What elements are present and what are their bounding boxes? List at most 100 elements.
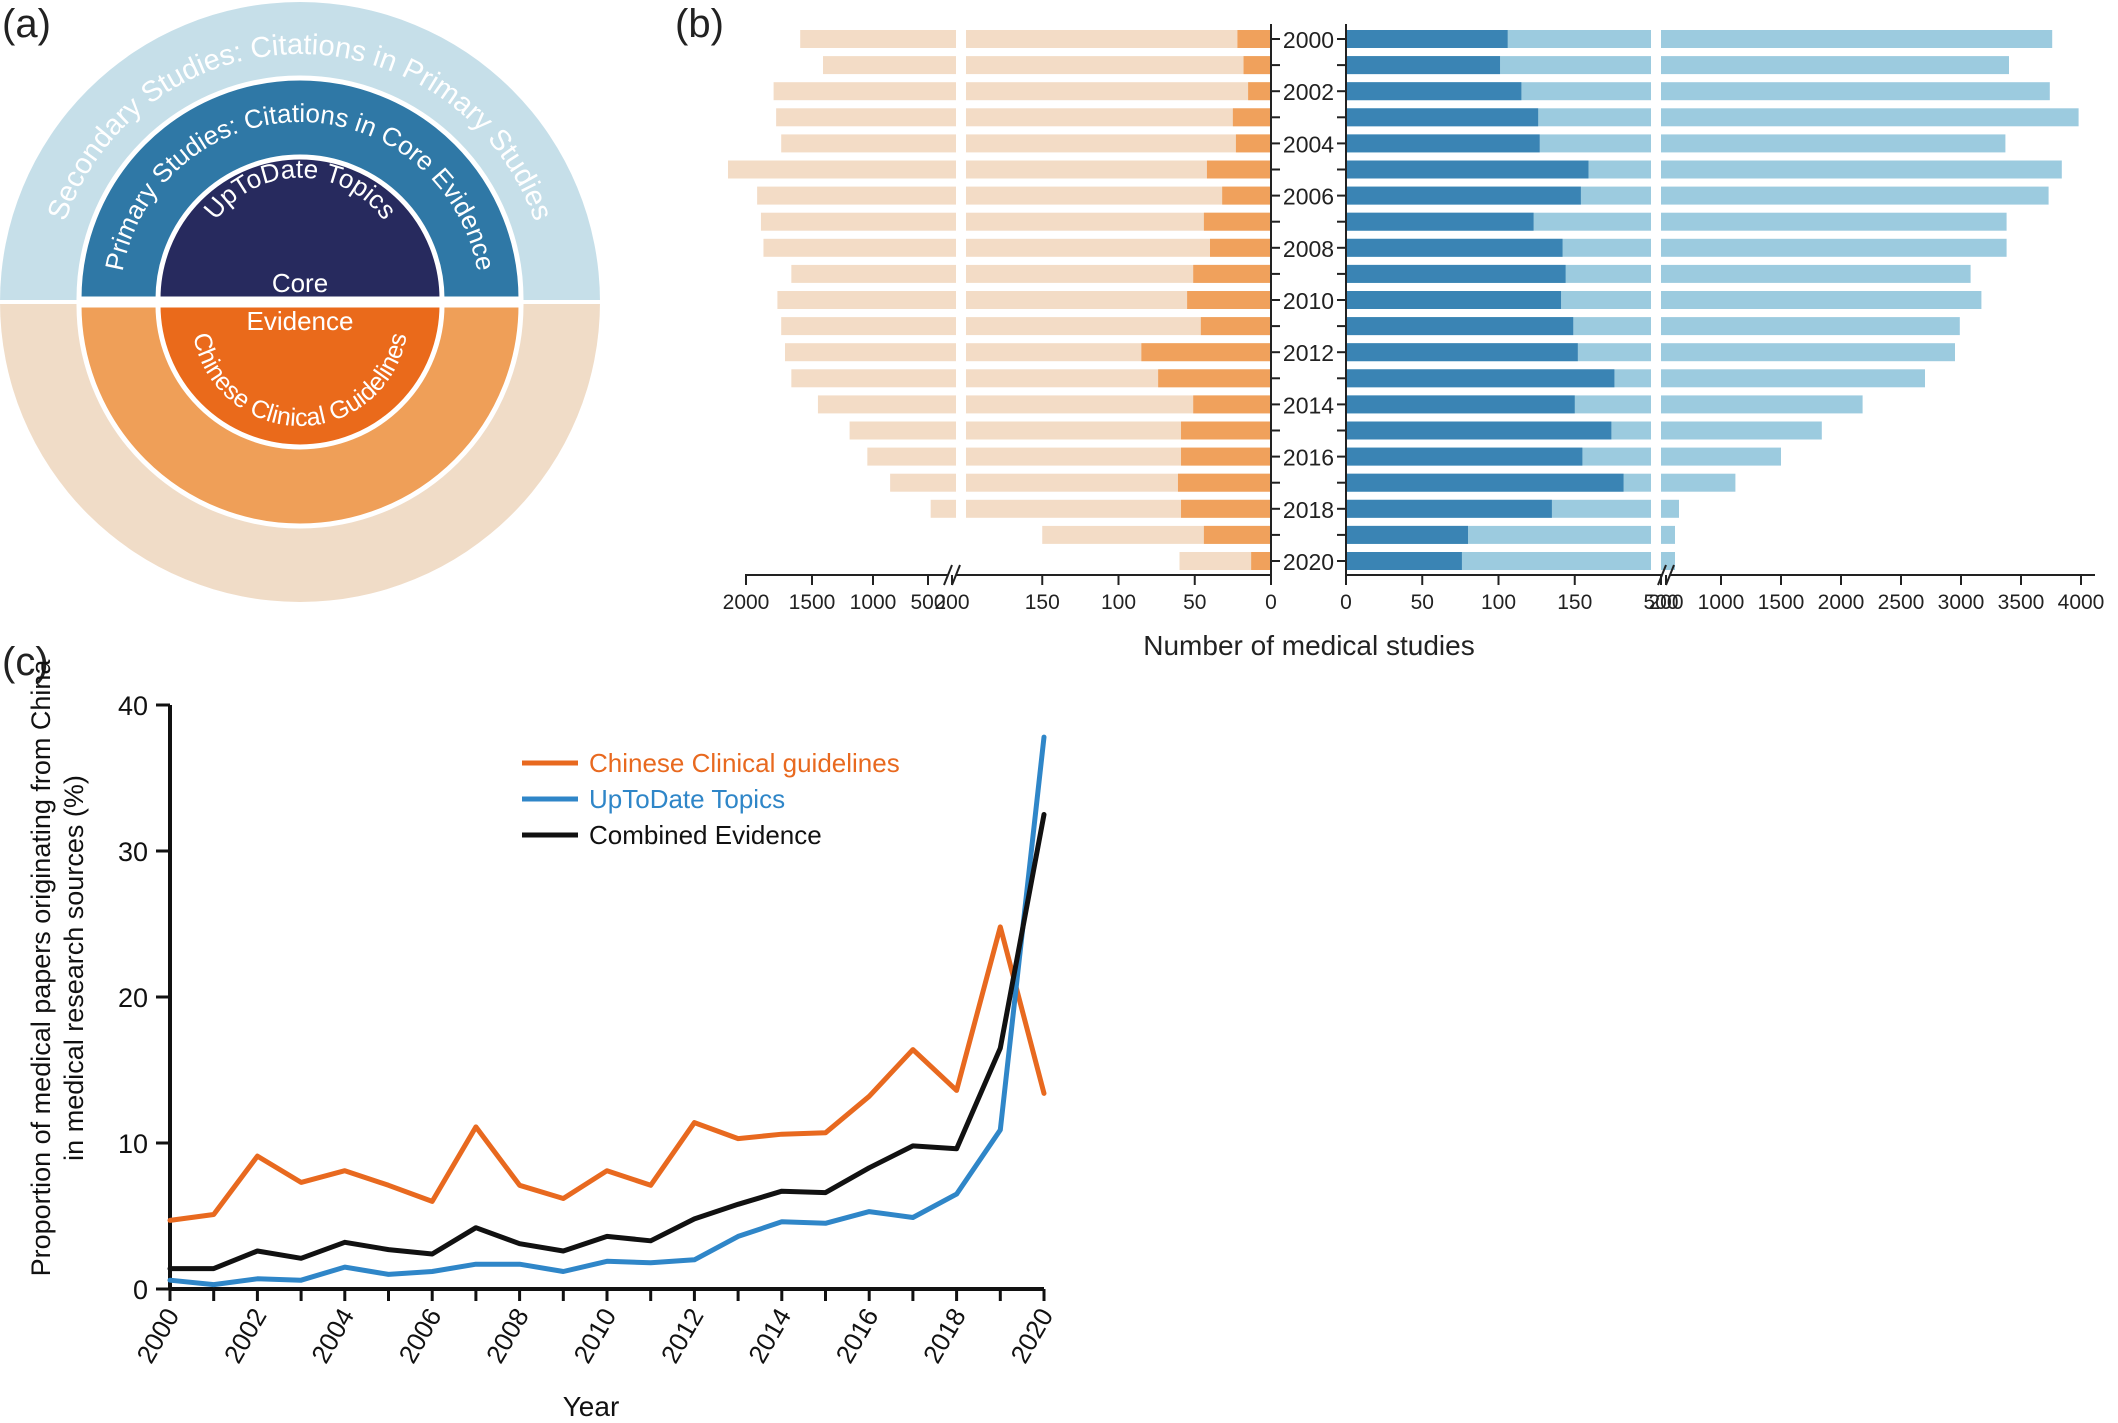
bar-right-primary — [1346, 134, 1651, 153]
bar-right-core — [1346, 421, 1612, 440]
bar-left-core — [1243, 56, 1271, 75]
bar-left-core — [1193, 264, 1271, 283]
bar-left-primary — [966, 212, 1271, 231]
bar-right-primary — [1346, 421, 1651, 440]
x-tick-label: 0 — [1340, 591, 1352, 614]
axis-break-mark — [1665, 564, 1675, 586]
bar-right-core — [1346, 291, 1562, 309]
x-tick-label: 4000 — [2058, 591, 2105, 614]
bar-right-primary — [1346, 525, 1651, 544]
secondary-studies-top — [0, 2, 600, 302]
x-tick-label: 2014 — [742, 1303, 797, 1368]
y-tick-label: 30 — [118, 837, 148, 867]
bar-right-primary — [1346, 82, 1651, 101]
bar-left-primary-broken — [930, 499, 956, 518]
bar-right-core — [1346, 395, 1575, 414]
x-tick-label: 2000 — [130, 1303, 185, 1368]
x-axis-title: Year — [563, 1391, 620, 1422]
bar-left-core — [1181, 447, 1271, 466]
bar-left-core — [1177, 473, 1271, 492]
bar-right-primary — [1346, 108, 1651, 127]
bar-left-primary-broken — [800, 30, 956, 48]
x-tick-label: 2008 — [480, 1303, 535, 1368]
bar-left-primary-broken — [781, 134, 956, 153]
bar-left-primary-broken — [760, 212, 956, 231]
series-line-uptodate — [167, 734, 1047, 1288]
panel-label-c: (c) — [2, 640, 49, 684]
year-label: 2004 — [1283, 131, 1334, 157]
year-label: 2006 — [1283, 184, 1334, 210]
bar-right-core — [1346, 343, 1578, 362]
bar-right-core — [1346, 264, 1566, 283]
x-axis-title: Number of medical studies — [1143, 630, 1474, 661]
bar-right-primary — [1346, 317, 1651, 336]
bar-right-primary-broken — [1661, 30, 2053, 48]
year-label: 2008 — [1283, 236, 1334, 262]
year-label: 2020 — [1283, 549, 1334, 575]
bar-right-primary — [1346, 447, 1651, 466]
x-tick-label: 3500 — [1998, 591, 2045, 614]
primary-studies-label: Primary Studies: Citations in Core Evide… — [99, 98, 501, 273]
bar-left-primary-broken — [781, 317, 956, 336]
series-line-chinese-guidelines — [167, 924, 1047, 1223]
panel-label-b: (b) — [675, 2, 724, 46]
bar-right-primary-broken — [1661, 82, 2050, 101]
axis-break-mark — [1657, 564, 1667, 586]
bar-right-primary — [1346, 395, 1651, 414]
bar-left-primary — [966, 30, 1271, 48]
bar-left-primary-broken — [817, 395, 956, 414]
bar-left-primary — [966, 369, 1271, 388]
x-tick-label: 0 — [1265, 591, 1277, 614]
bar-right-core — [1346, 186, 1581, 205]
bar-right-primary-broken — [1661, 212, 2007, 231]
bar-left-primary-broken — [728, 160, 956, 179]
axis-break-mark — [951, 564, 961, 586]
bar-left-primary — [966, 421, 1271, 440]
bar-left-primary-broken — [777, 291, 956, 309]
bar-right-primary — [1346, 552, 1651, 570]
x-tick-label: 2018 — [917, 1303, 972, 1368]
bar-left-primary — [966, 395, 1271, 414]
bar-left-primary — [1179, 552, 1271, 570]
uptodate-topics-label: UpToDate Topics — [197, 154, 402, 225]
x-tick-label: 1000 — [850, 591, 897, 614]
bar-left-core — [1235, 134, 1271, 153]
bar-left-primary-broken — [773, 82, 956, 101]
x-tick-label: 2000 — [723, 591, 770, 614]
y-tick-label: 40 — [118, 691, 148, 721]
bar-right-primary-broken — [1661, 369, 1925, 388]
bar-right-primary — [1346, 343, 1651, 362]
bar-left-primary — [966, 108, 1271, 127]
bar-left-primary — [966, 291, 1271, 309]
series-line-combined — [167, 812, 1047, 1272]
year-label: 2012 — [1283, 340, 1334, 366]
year-label: 2014 — [1283, 392, 1334, 418]
bar-left-core — [1200, 317, 1271, 336]
x-tick-label: 150 — [1025, 591, 1060, 614]
bar-right-primary-broken — [1661, 421, 1822, 440]
bar-left-primary — [1042, 525, 1271, 544]
bar-left-primary — [966, 264, 1271, 283]
legend-uptodate-label: UpToDate Topics — [589, 784, 785, 814]
panel-label-a: (a) — [2, 2, 51, 46]
bar-right-primary-broken — [1661, 343, 1955, 362]
bar-left-primary-broken — [849, 421, 956, 440]
axis-break-mark — [943, 564, 953, 586]
bar-left-primary — [966, 56, 1271, 75]
year-label: 2018 — [1283, 497, 1334, 523]
uptodate-core-top — [155, 154, 445, 302]
bar-right-core — [1346, 160, 1589, 179]
x-tick-label: 1000 — [1698, 591, 1745, 614]
x-tick-label: 2004 — [305, 1303, 360, 1368]
bar-right-primary — [1346, 238, 1651, 257]
year-label: 2016 — [1283, 445, 1334, 471]
bar-right-primary-broken — [1661, 395, 1863, 414]
bar-right-primary-broken — [1661, 552, 1675, 570]
x-tick-label: 3000 — [1938, 591, 1985, 614]
bar-left-core — [1181, 499, 1271, 518]
bar-right-core — [1346, 30, 1508, 48]
x-tick-label: 200 — [1648, 591, 1683, 614]
bar-left-core — [1232, 108, 1271, 127]
